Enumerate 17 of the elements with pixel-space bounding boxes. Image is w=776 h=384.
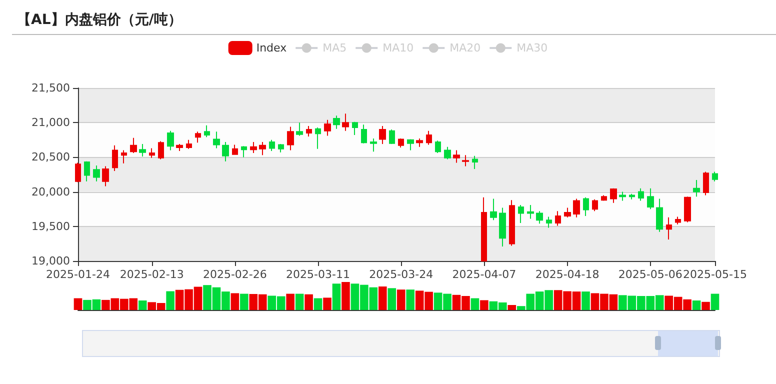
y-tick-label: 21,000 bbox=[32, 116, 70, 130]
y-tick-label: 20,500 bbox=[32, 150, 70, 164]
y-tick-label: 19,500 bbox=[32, 220, 70, 233]
x-tick-label: 2025-04-07 bbox=[452, 268, 516, 281]
x-tick-label: 2025-05-06 bbox=[618, 268, 682, 281]
y-tick-label: 20,000 bbox=[32, 185, 70, 198]
x-tick-label: 2025-02-26 bbox=[202, 268, 267, 281]
y-tick-label: 21,500 bbox=[32, 82, 70, 94]
x-tick-label: 2025-01-24 bbox=[46, 268, 110, 281]
x-tick-label: 2025-04-18 bbox=[535, 268, 600, 281]
x-tick-label: 2025-05-15 bbox=[683, 268, 747, 281]
chart-title: 【AL】内盘铝价（元/吨） bbox=[17, 12, 182, 28]
x-tick-label: 2025-03-11 bbox=[286, 268, 350, 281]
x-tick-label: 2025-03-24 bbox=[369, 268, 434, 281]
legend-label: Index bbox=[256, 42, 288, 54]
y-tick-label: 19,000 bbox=[32, 254, 70, 268]
x-tick-label: 2025-02-13 bbox=[120, 268, 184, 281]
